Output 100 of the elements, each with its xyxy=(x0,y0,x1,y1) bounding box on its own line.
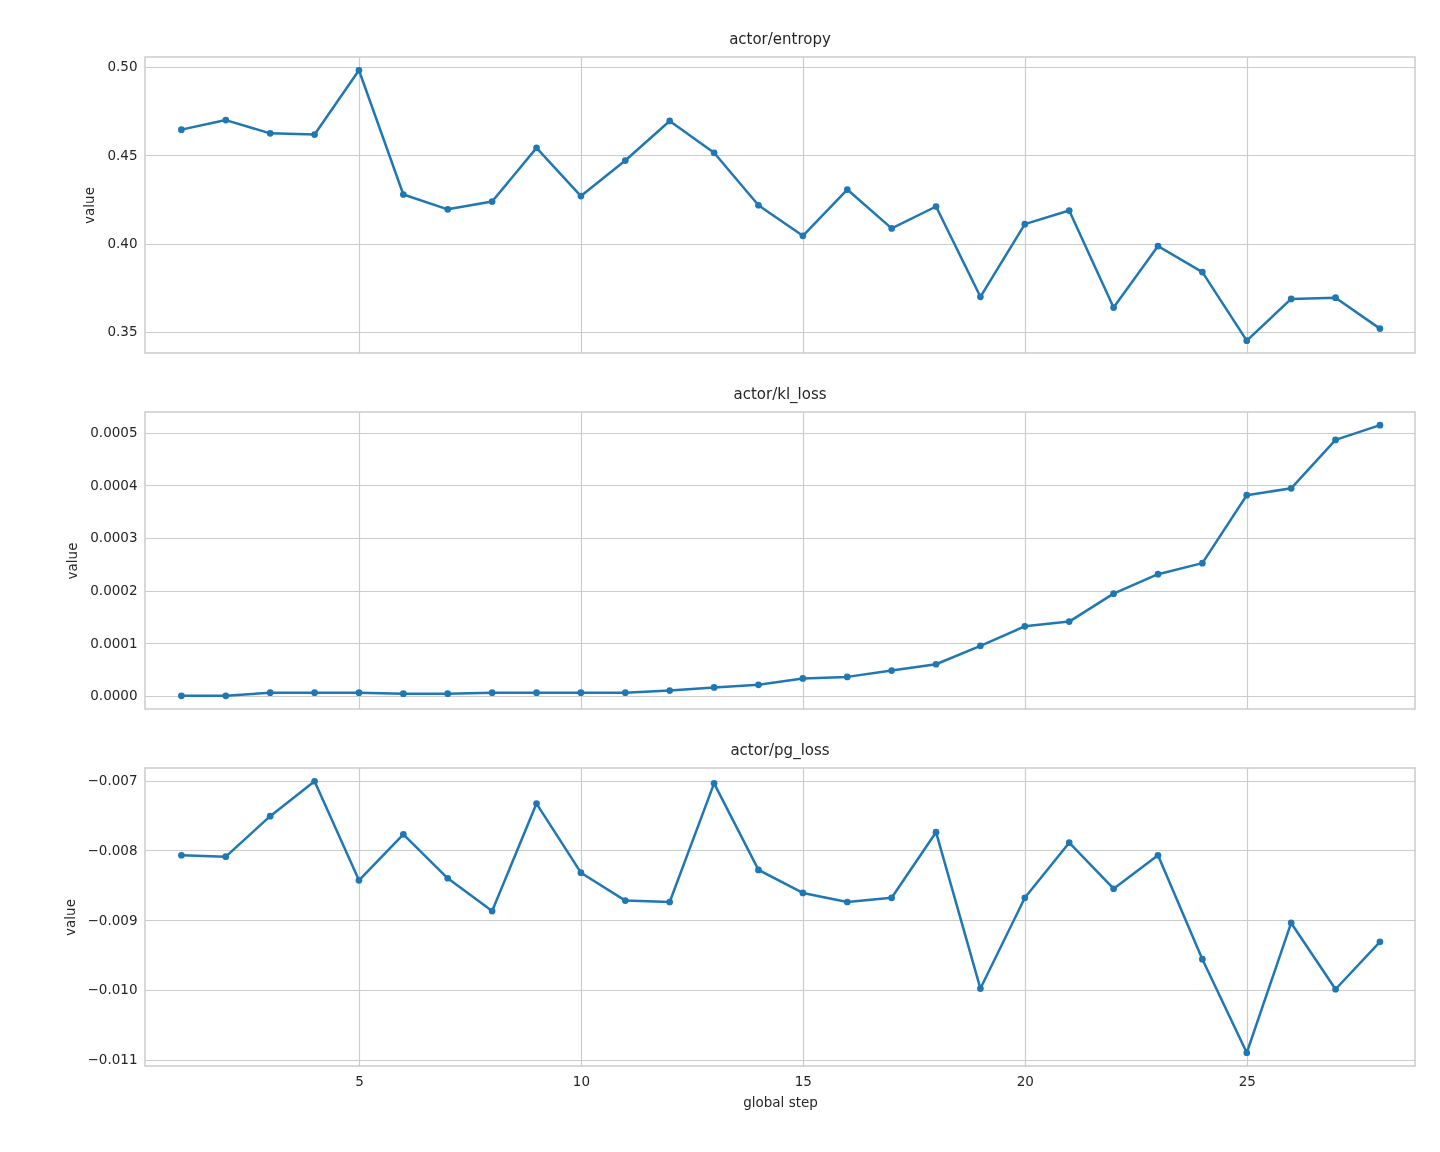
point xyxy=(1154,570,1162,578)
point xyxy=(666,898,674,906)
point xyxy=(400,830,407,838)
point xyxy=(311,777,318,785)
chart-title: actor/pg_loss xyxy=(730,741,830,760)
point xyxy=(755,866,762,874)
point xyxy=(577,689,585,697)
x-tick-label: 10 xyxy=(572,1072,590,1089)
point xyxy=(1021,894,1029,902)
x-tick-label: 25 xyxy=(1238,1072,1256,1089)
point xyxy=(444,690,452,698)
point xyxy=(488,689,496,697)
point xyxy=(444,205,452,213)
point xyxy=(666,117,674,125)
point xyxy=(799,889,807,897)
point xyxy=(799,675,807,682)
point xyxy=(621,689,629,697)
point xyxy=(1243,1049,1251,1057)
y-tick-label: 0.45 xyxy=(107,146,138,163)
point xyxy=(178,851,185,859)
point xyxy=(1199,268,1206,276)
y-tick-label: −0.008 xyxy=(87,841,138,858)
point xyxy=(888,894,895,902)
point xyxy=(533,689,540,697)
y-axis-title: value xyxy=(64,542,81,580)
point xyxy=(1154,851,1162,859)
point xyxy=(977,293,984,301)
point xyxy=(1154,242,1162,250)
point xyxy=(932,828,940,836)
point xyxy=(888,225,895,232)
y-tick-label: 0.0001 xyxy=(90,634,138,651)
point xyxy=(266,129,274,137)
y-tick-label: 0.40 xyxy=(107,235,138,252)
point xyxy=(488,198,496,205)
point xyxy=(1110,885,1117,893)
y-tick-label: −0.010 xyxy=(87,981,138,998)
point xyxy=(710,780,718,787)
point xyxy=(621,897,629,904)
point xyxy=(710,149,718,157)
point xyxy=(355,877,363,884)
point xyxy=(1376,938,1384,946)
point xyxy=(977,642,984,650)
y-tick-label: −0.007 xyxy=(87,772,138,789)
y-tick-label: 0.0000 xyxy=(90,687,138,704)
point xyxy=(799,232,807,240)
x-tick-label: 5 xyxy=(355,1072,364,1089)
point xyxy=(222,692,230,700)
x-axis-title: global step xyxy=(743,1094,818,1110)
y-axis-title: value xyxy=(61,899,78,936)
point xyxy=(1021,220,1029,228)
point xyxy=(932,660,940,668)
point xyxy=(1110,590,1117,598)
point xyxy=(755,201,762,209)
x-tick-label: 20 xyxy=(1016,1072,1034,1089)
point xyxy=(1287,485,1295,492)
point xyxy=(222,853,230,860)
chart-title: actor/kl_loss xyxy=(733,385,827,404)
point xyxy=(1199,559,1206,567)
point xyxy=(1065,207,1073,214)
y-tick-label: 0.50 xyxy=(107,58,138,75)
point xyxy=(755,681,762,689)
point xyxy=(400,690,407,698)
point xyxy=(666,687,674,694)
point xyxy=(577,192,585,200)
point xyxy=(178,126,185,133)
point xyxy=(843,186,851,193)
point xyxy=(178,692,185,700)
point xyxy=(266,812,274,820)
point xyxy=(621,157,629,164)
point xyxy=(843,673,851,681)
point xyxy=(1332,294,1339,302)
point xyxy=(1065,839,1073,847)
point xyxy=(355,66,363,74)
y-tick-label: 0.0004 xyxy=(90,476,138,493)
point xyxy=(1376,325,1384,332)
y-tick-label: 0.0005 xyxy=(90,424,138,441)
point xyxy=(1287,295,1295,303)
point xyxy=(400,191,407,198)
point xyxy=(843,898,851,906)
y-tick-label: 0.35 xyxy=(107,323,138,340)
point xyxy=(311,689,318,697)
y-tick-label: 0.0002 xyxy=(90,582,138,599)
point xyxy=(577,869,585,877)
point xyxy=(444,874,452,882)
point xyxy=(1376,421,1384,429)
point xyxy=(266,689,274,697)
chart-title: actor/entropy xyxy=(729,30,831,48)
y-axis-title: value xyxy=(81,187,98,224)
point xyxy=(1199,955,1206,963)
point xyxy=(1332,985,1339,993)
y-tick-label: 0.0003 xyxy=(90,529,138,546)
point xyxy=(710,684,718,691)
point xyxy=(1287,919,1295,927)
point xyxy=(1065,618,1073,625)
point xyxy=(1243,491,1251,499)
point xyxy=(311,131,318,138)
x-tick-label: 15 xyxy=(794,1072,812,1089)
y-tick-label: −0.009 xyxy=(87,911,138,928)
point xyxy=(1110,304,1117,311)
point xyxy=(932,203,940,210)
